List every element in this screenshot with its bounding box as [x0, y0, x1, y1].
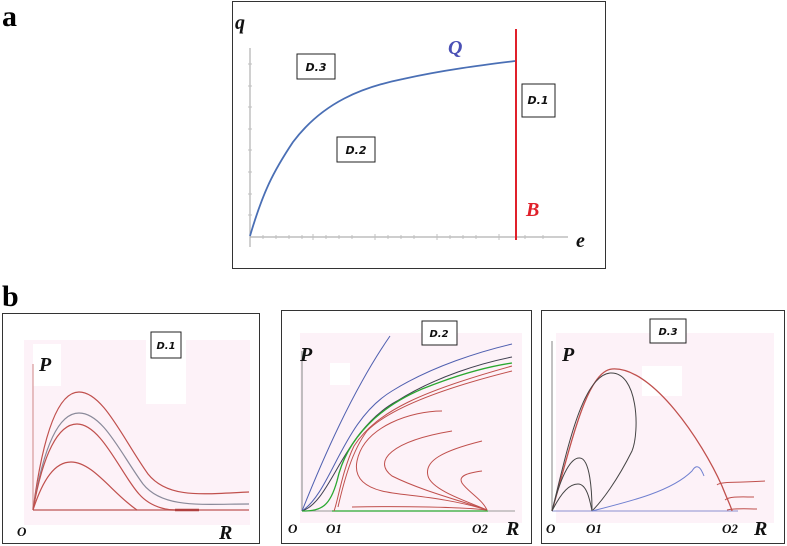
- panel-a-label: a: [2, 0, 17, 33]
- o2-label: O2: [722, 521, 738, 536]
- region-d1-label: D.1: [528, 94, 549, 107]
- o2-label: O2: [472, 521, 488, 536]
- panel-title-d1: D.1: [156, 341, 175, 352]
- x-axis-label: e: [576, 230, 585, 252]
- panel-b-d1-plot: P R O D.1: [17, 331, 250, 544]
- panel-b-d2-chart: P R O O1 O2 D.2: [281, 310, 532, 544]
- q-curve: [249, 60, 516, 237]
- r-axis-label: R: [505, 518, 519, 540]
- panel-a-plot: q e Q B D.3 D.2 D.1: [235, 12, 585, 252]
- r-axis-label: R: [753, 518, 767, 540]
- b-line-label: B: [525, 199, 539, 221]
- origin-label: O: [288, 521, 298, 536]
- panel-title-d2: D.2: [429, 329, 448, 340]
- p-axis-label: P: [561, 344, 575, 366]
- panel-b-d3-plot: P R O O1 O2 D.3: [546, 318, 774, 540]
- panel-title-d3: D.3: [658, 327, 677, 338]
- origin-label: O: [17, 524, 27, 539]
- region-d2-label: D.2: [346, 144, 367, 157]
- p-axis-label: P: [38, 354, 52, 376]
- panel-b-label: b: [2, 280, 19, 313]
- panel-a-chart: q e Q B D.3 D.2 D.1: [232, 1, 606, 269]
- o1-label: O1: [326, 521, 342, 536]
- panel-b-d3-chart: P R O O1 O2 D.3: [541, 310, 785, 544]
- r-axis-label: R: [218, 522, 232, 544]
- panel-b-d2-plot: P R O O1 O2 D.2: [288, 320, 522, 540]
- q-curve-label: Q: [448, 37, 462, 59]
- panel-b-d1-chart: P R O D.1: [2, 313, 260, 544]
- origin-label: O: [546, 521, 556, 536]
- region-d3-label: D.3: [306, 61, 327, 74]
- o1-label: O1: [586, 521, 602, 536]
- p-axis-label: P: [299, 344, 313, 366]
- y-axis-label: q: [235, 12, 245, 34]
